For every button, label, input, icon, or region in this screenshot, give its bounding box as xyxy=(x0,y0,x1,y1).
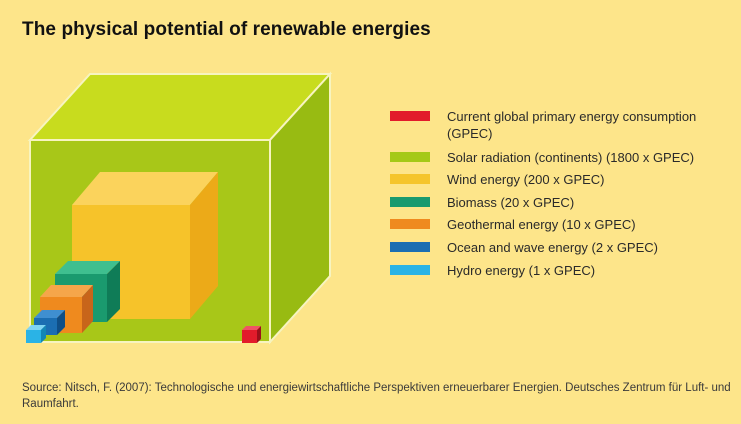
yellow-swatch-icon xyxy=(390,174,430,184)
cyan-swatch-icon xyxy=(390,265,430,275)
light-green-swatch-icon xyxy=(390,152,430,162)
legend-label: Current global primary energy consumptio… xyxy=(447,109,697,141)
hydro-energy-cube xyxy=(26,325,46,343)
chart-title: The physical potential of renewable ener… xyxy=(22,19,431,40)
red-swatch-icon xyxy=(390,111,430,121)
orange-swatch-icon xyxy=(390,219,430,229)
teal-swatch-icon xyxy=(390,197,430,207)
legend-label: Wind energy (200 x GPEC) xyxy=(447,172,605,187)
legend-label: Geothermal energy (10 x GPEC) xyxy=(447,217,636,232)
source-note: Source: Nitsch, F. (2007): Technologisch… xyxy=(22,382,731,410)
wind-energy-cube xyxy=(72,172,218,319)
current-gpec-cube xyxy=(242,326,261,343)
legend-label: Hydro energy (1 x GPEC) xyxy=(447,263,596,278)
legend-label: Ocean and wave energy (2 x GPEC) xyxy=(447,240,658,255)
legend-label: Biomass (20 x GPEC) xyxy=(447,195,575,210)
legend-label: Solar radiation (continents) (1800 x GPE… xyxy=(447,150,695,165)
blue-swatch-icon xyxy=(390,242,430,252)
